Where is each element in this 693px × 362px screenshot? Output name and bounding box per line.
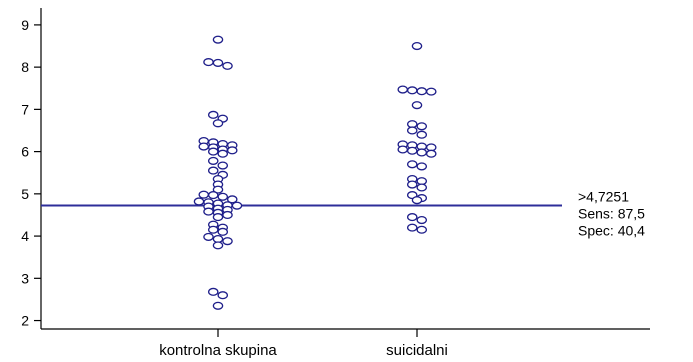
data-point bbox=[207, 225, 219, 234]
y-tick-label: 4 bbox=[21, 228, 29, 244]
data-point bbox=[207, 287, 219, 296]
data-point bbox=[222, 237, 233, 246]
data-point bbox=[203, 232, 214, 241]
data-point bbox=[406, 126, 418, 135]
data-point bbox=[406, 213, 418, 222]
cutoff-annotation-line: Spec: 40,4 bbox=[578, 222, 645, 238]
y-tick-label: 2 bbox=[21, 313, 29, 329]
data-point bbox=[217, 192, 228, 201]
data-point bbox=[425, 149, 437, 158]
data-point bbox=[406, 86, 418, 95]
data-point bbox=[416, 162, 427, 171]
y-tick-label: 9 bbox=[21, 17, 29, 33]
data-point bbox=[406, 223, 418, 232]
y-tick-label: 6 bbox=[21, 144, 29, 160]
y-tick-label: 3 bbox=[21, 270, 29, 286]
cutoff-annotation-line: Sens: 87,5 bbox=[578, 205, 645, 221]
data-point bbox=[416, 183, 427, 192]
data-point bbox=[212, 58, 224, 67]
data-point bbox=[212, 301, 224, 310]
data-point bbox=[416, 122, 427, 131]
data-point bbox=[203, 207, 214, 216]
data-point bbox=[198, 190, 209, 199]
cutoff-annotation-line: >4,7251 bbox=[578, 188, 629, 204]
data-point bbox=[231, 201, 243, 210]
data-point bbox=[226, 195, 238, 204]
data-point bbox=[397, 85, 408, 94]
x-category-label: kontrolna skupina bbox=[159, 342, 277, 359]
data-point bbox=[222, 61, 233, 70]
axes: 2 3 4 5 6 7 8 9 kontrolna skupina suicidalni bbox=[21, 8, 650, 359]
data-point bbox=[406, 160, 418, 169]
data-point bbox=[416, 225, 427, 234]
data-point bbox=[207, 166, 219, 175]
data-point bbox=[212, 185, 224, 194]
y-tick-label: 5 bbox=[21, 186, 29, 202]
y-tick-label: 8 bbox=[21, 59, 29, 75]
data-point bbox=[222, 210, 233, 220]
data-point bbox=[212, 35, 224, 44]
data-point bbox=[411, 41, 423, 51]
data-point bbox=[425, 87, 437, 96]
data-point bbox=[207, 147, 219, 156]
data-point bbox=[226, 146, 238, 155]
data-point bbox=[212, 119, 224, 128]
data-point bbox=[203, 58, 214, 67]
data-point bbox=[217, 161, 228, 170]
data-point bbox=[397, 145, 408, 154]
data-point bbox=[193, 197, 205, 206]
y-tick-label: 7 bbox=[21, 101, 29, 117]
data-point bbox=[411, 196, 423, 205]
data-point bbox=[406, 180, 418, 189]
data-point bbox=[406, 146, 418, 155]
data-point bbox=[416, 148, 427, 157]
data-point bbox=[207, 110, 219, 119]
data-point bbox=[212, 213, 224, 222]
data-point bbox=[411, 101, 423, 110]
data-point bbox=[217, 291, 228, 300]
data-point bbox=[416, 215, 427, 225]
data-point bbox=[217, 149, 228, 158]
data-point bbox=[416, 87, 427, 96]
data-point bbox=[212, 241, 224, 250]
points-group bbox=[193, 35, 437, 310]
data-point bbox=[207, 191, 219, 200]
data-point bbox=[217, 227, 228, 236]
x-category-label: suicidalni bbox=[386, 342, 448, 359]
data-point bbox=[198, 142, 209, 151]
data-point bbox=[207, 156, 219, 165]
data-point bbox=[416, 130, 427, 139]
